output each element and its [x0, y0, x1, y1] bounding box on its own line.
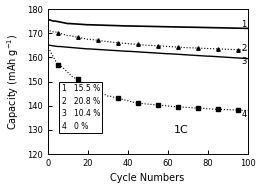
Y-axis label: Capacity (mAh g$^{-1}$): Capacity (mAh g$^{-1}$) — [5, 33, 21, 130]
Text: 3: 3 — [242, 57, 247, 66]
Text: 4: 4 — [242, 110, 247, 119]
Text: 1   15.5 %
2   20.8 %
3   10.4 %
4   0 %: 1 15.5 % 2 20.8 % 3 10.4 % 4 0 % — [62, 84, 100, 131]
Text: 2: 2 — [242, 44, 247, 53]
Text: 1C: 1C — [174, 125, 189, 135]
Text: 1: 1 — [242, 20, 247, 29]
X-axis label: Cycle Numbers: Cycle Numbers — [110, 174, 185, 184]
